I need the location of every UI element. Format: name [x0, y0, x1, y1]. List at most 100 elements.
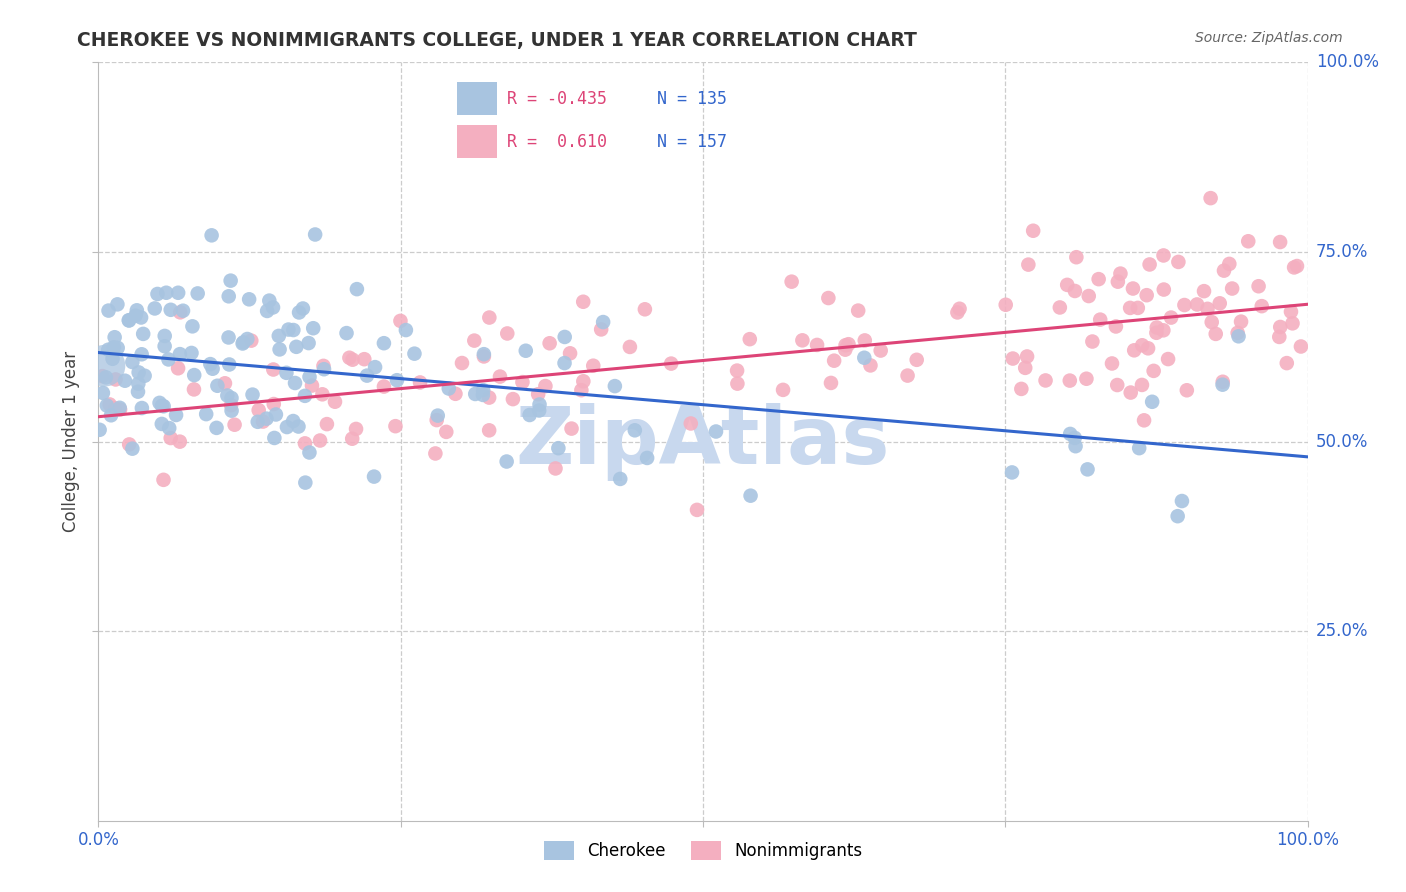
Point [725, 363, 748, 377]
Point [219, 274, 242, 288]
Point [150, 399, 173, 413]
Point [547, 441, 569, 455]
Point [560, 421, 582, 435]
Point [218, 330, 240, 344]
Point [232, 336, 254, 351]
Point [558, 346, 581, 360]
Point [1081, 334, 1104, 349]
Point [172, 303, 194, 318]
Point [201, 228, 224, 243]
Point [252, 415, 274, 429]
Point [634, 302, 657, 317]
Point [312, 359, 335, 373]
Point [806, 338, 828, 352]
Point [1167, 509, 1189, 524]
Legend: Cherokee, Nonimmigrants: Cherokee, Nonimmigrants [537, 834, 869, 867]
Point [437, 382, 460, 396]
Point [444, 386, 467, 401]
Point [1066, 250, 1088, 264]
Point [426, 413, 449, 427]
Point [155, 285, 177, 300]
Point [478, 391, 501, 405]
Point [527, 403, 550, 417]
Point [291, 301, 314, 316]
Point [181, 319, 204, 334]
Point [1015, 350, 1038, 364]
Point [592, 315, 614, 329]
Point [285, 340, 308, 354]
Point [89, 423, 111, 437]
Point [1144, 326, 1167, 340]
Point [1139, 257, 1161, 271]
Point [297, 336, 319, 351]
Point [323, 394, 346, 409]
Point [1230, 315, 1253, 329]
Point [792, 334, 814, 348]
Point [859, 359, 882, 373]
Point [302, 321, 325, 335]
Point [1160, 310, 1182, 325]
Point [1153, 283, 1175, 297]
Point [1137, 341, 1160, 355]
Text: ZipAtlas: ZipAtlas [516, 402, 890, 481]
Point [1064, 284, 1087, 298]
Point [131, 401, 153, 415]
Point [404, 346, 426, 360]
Point [624, 423, 647, 437]
Point [301, 378, 323, 392]
Point [121, 442, 143, 456]
Point [132, 326, 155, 341]
Point [93, 359, 115, 373]
Point [1130, 378, 1153, 392]
Point [169, 305, 191, 319]
Point [1001, 351, 1024, 366]
Point [853, 334, 876, 348]
Point [353, 352, 375, 367]
Point [104, 401, 127, 416]
Point [344, 422, 367, 436]
Point [224, 417, 246, 432]
Point [91, 385, 114, 400]
Point [373, 379, 395, 393]
Point [143, 301, 166, 316]
Point [1268, 330, 1291, 344]
Point [846, 303, 869, 318]
Point [187, 286, 209, 301]
Point [1140, 394, 1163, 409]
Point [124, 309, 146, 323]
Point [1017, 258, 1039, 272]
Point [478, 423, 501, 437]
Point [200, 357, 222, 371]
Point [1035, 374, 1057, 388]
Point [311, 387, 333, 401]
Point [478, 310, 501, 325]
Point [1087, 272, 1109, 286]
Point [283, 323, 305, 337]
Point [309, 434, 332, 448]
Point [288, 305, 311, 319]
Point [342, 352, 364, 367]
Point [195, 407, 218, 421]
Point [572, 374, 595, 388]
Point [1076, 372, 1098, 386]
Point [242, 387, 264, 401]
Point [103, 340, 125, 354]
Point [489, 369, 512, 384]
Point [948, 301, 970, 316]
Point [118, 313, 141, 327]
Point [1197, 301, 1219, 316]
Point [1153, 248, 1175, 262]
Point [304, 227, 326, 242]
Point [1285, 259, 1308, 273]
Point [636, 450, 658, 465]
Point [218, 289, 240, 303]
Point [1064, 439, 1087, 453]
Point [464, 387, 486, 401]
Point [167, 285, 190, 300]
Point [1209, 296, 1232, 310]
Point [207, 378, 229, 392]
Point [263, 431, 285, 445]
Point [125, 303, 148, 318]
Point [471, 388, 494, 402]
Point [104, 330, 127, 344]
